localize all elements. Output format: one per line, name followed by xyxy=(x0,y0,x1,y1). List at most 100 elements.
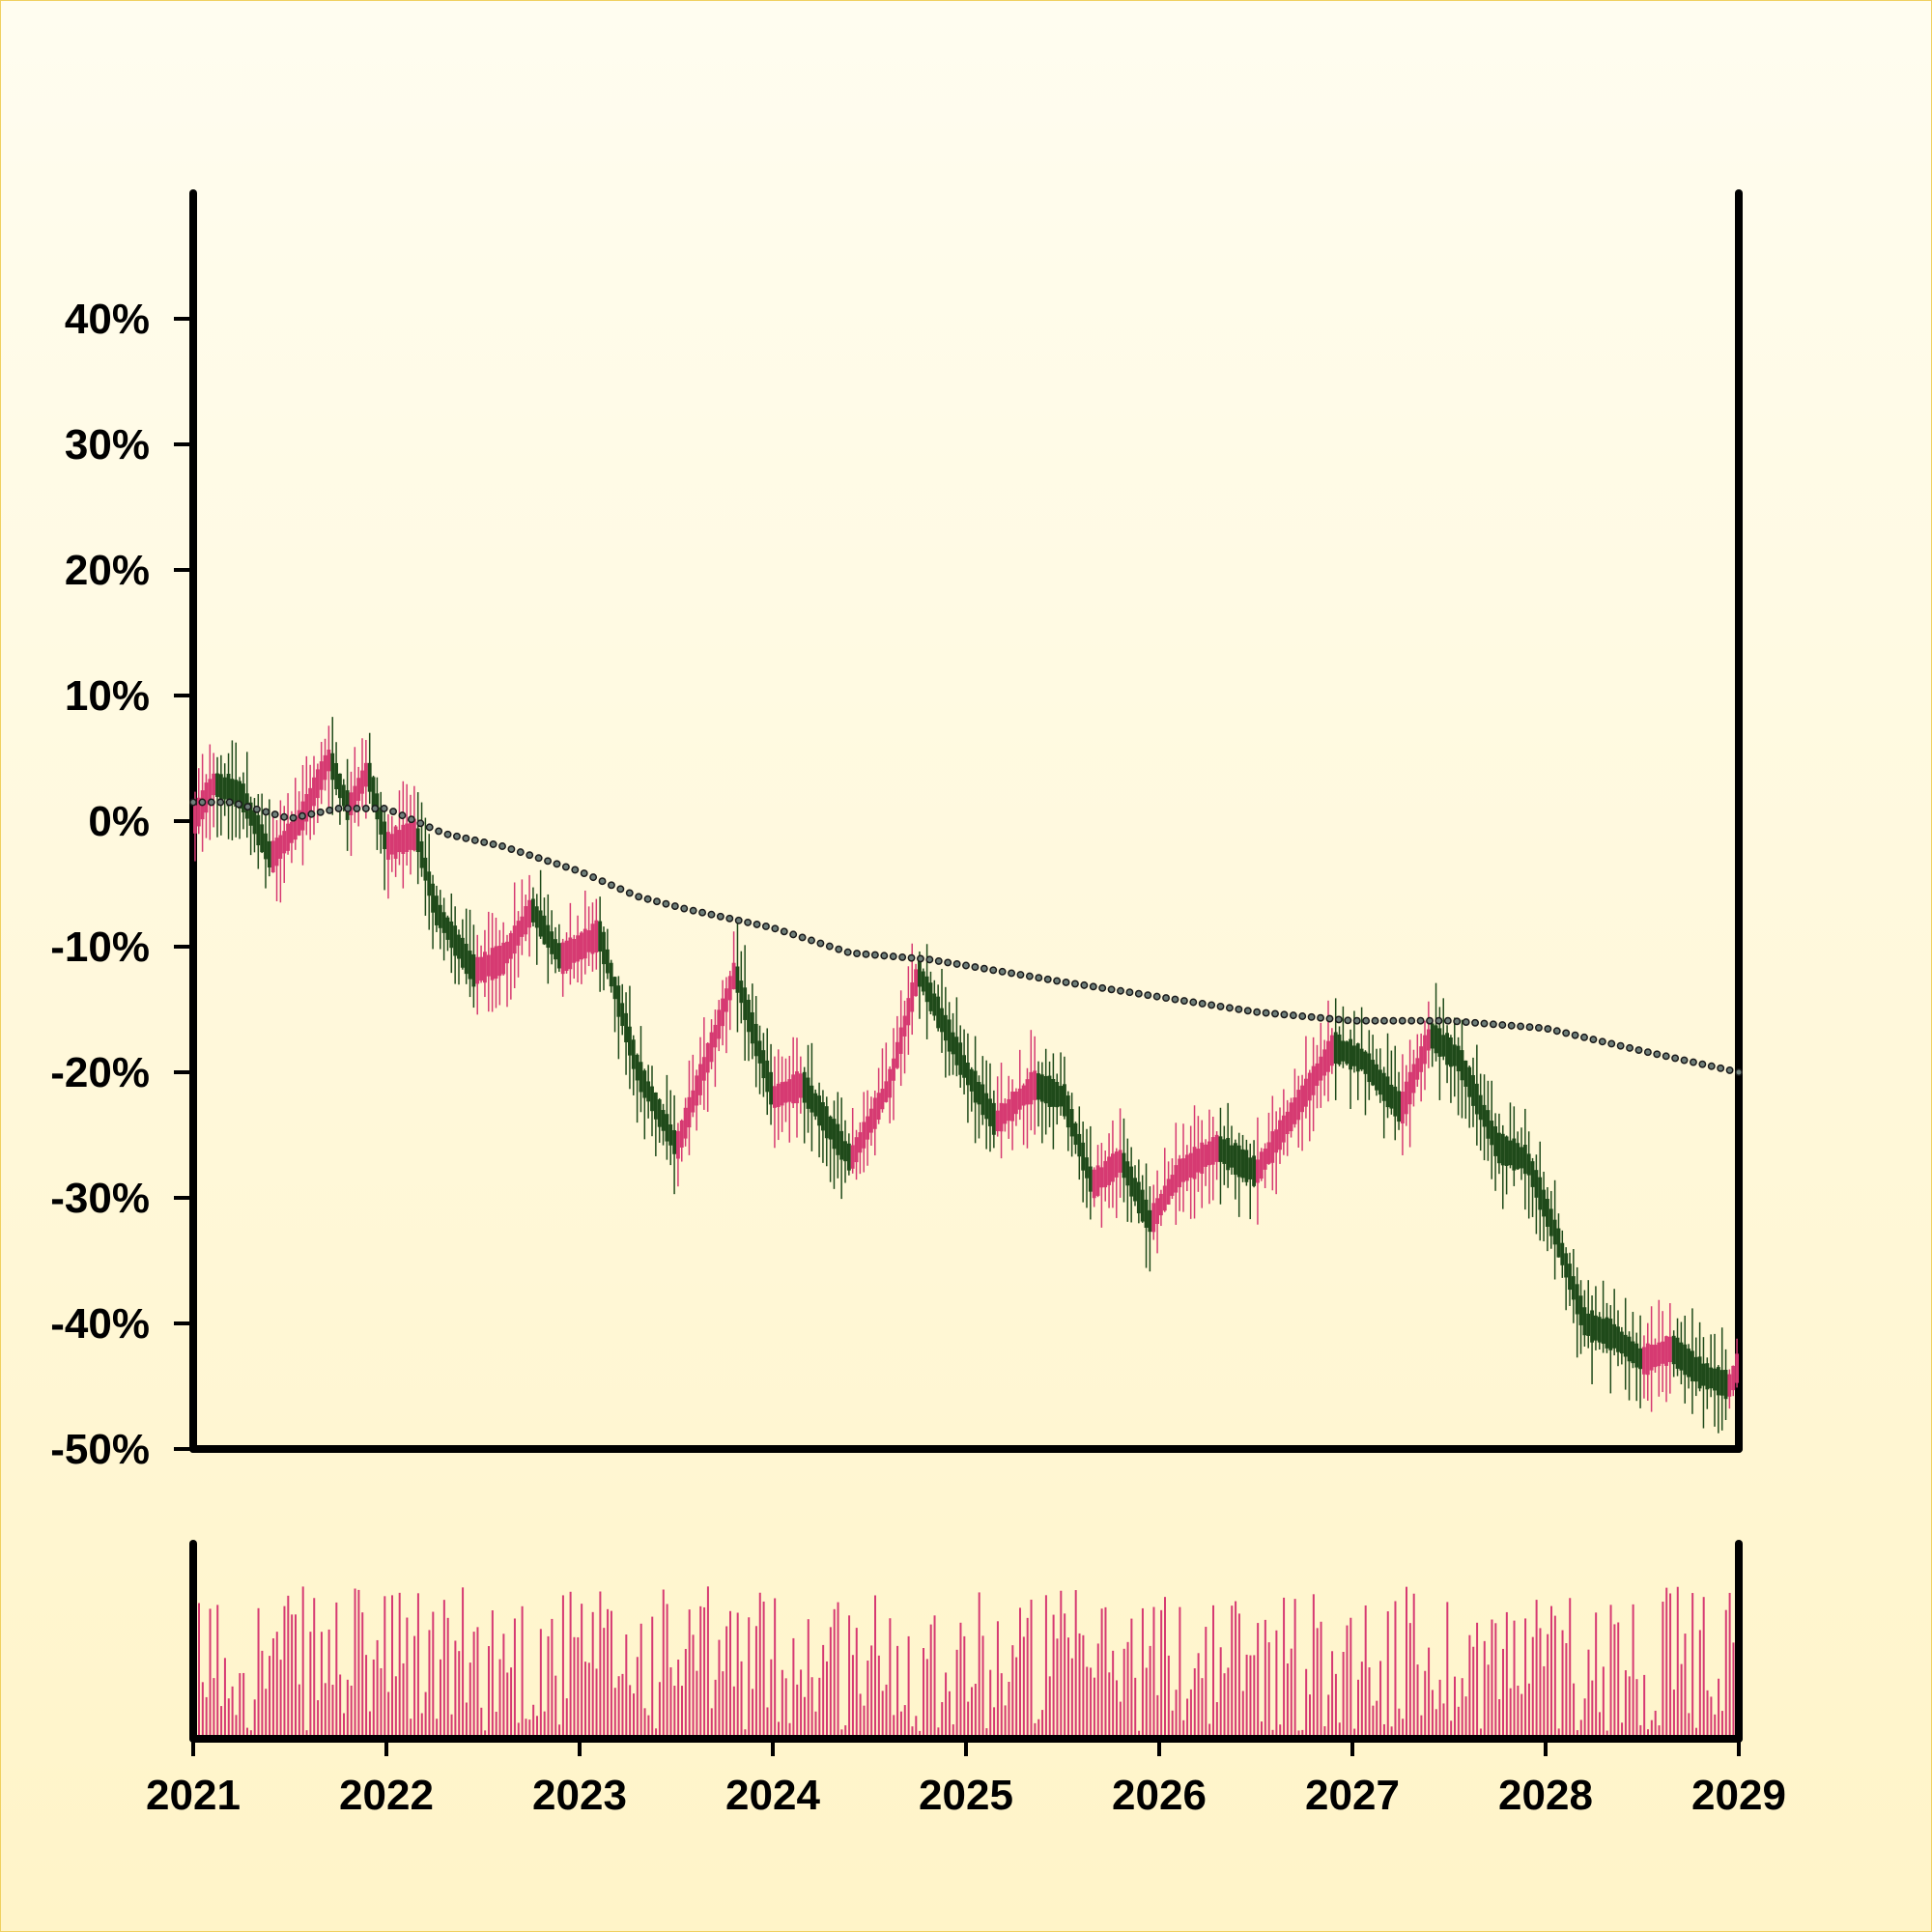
trend-point xyxy=(1189,998,1198,1007)
volume-bar xyxy=(840,1729,843,1739)
candle-body xyxy=(1055,1082,1060,1108)
volume-bar xyxy=(416,1593,419,1739)
candle-body xyxy=(1133,1178,1137,1202)
trend-point xyxy=(470,836,479,844)
candle-body xyxy=(1597,1317,1602,1343)
candle-body xyxy=(1605,1317,1609,1349)
candle-body xyxy=(1085,1157,1089,1179)
trend-point xyxy=(489,840,497,848)
trend-point xyxy=(808,936,815,945)
volume-bar xyxy=(432,1611,435,1739)
candle-body xyxy=(1664,1336,1668,1366)
volume-bar xyxy=(1553,1615,1556,1739)
trend-point xyxy=(1280,1010,1289,1019)
volume-bar xyxy=(1698,1630,1701,1739)
candle-body xyxy=(709,1032,714,1063)
trend-point xyxy=(662,899,670,908)
volume-bar xyxy=(1060,1590,1063,1739)
volume-bar xyxy=(923,1648,924,1739)
volume-bar xyxy=(1353,1728,1356,1739)
volume-bar xyxy=(1182,1719,1185,1739)
trend-point xyxy=(1317,1013,1325,1022)
volume-bar xyxy=(800,1669,803,1739)
volume-bar xyxy=(810,1677,813,1739)
candle-body xyxy=(1047,1075,1052,1107)
candle-body xyxy=(635,1054,639,1081)
volume-bar xyxy=(239,1673,242,1739)
trend-point xyxy=(280,812,289,821)
volume-bar xyxy=(1093,1677,1095,1739)
volume-bar xyxy=(1008,1681,1010,1739)
y-tick-label: -10% xyxy=(50,923,150,971)
trend-point xyxy=(1735,1068,1743,1076)
trend-point xyxy=(1089,982,1097,991)
y-tick-label: 10% xyxy=(65,672,150,720)
trend-point xyxy=(452,832,461,840)
trend-point xyxy=(1235,1005,1243,1013)
volume-bar xyxy=(1360,1662,1363,1739)
volume-bar xyxy=(1212,1605,1214,1739)
x-tick-label: 2027 xyxy=(1305,1772,1400,1819)
candle-body xyxy=(810,1085,814,1113)
candle-body xyxy=(1556,1228,1561,1258)
candle-body xyxy=(1508,1140,1513,1166)
candle-body xyxy=(260,824,265,853)
trend-point xyxy=(789,930,798,939)
volume-bar xyxy=(1684,1634,1687,1739)
volume-bar xyxy=(532,1704,535,1739)
candle-body xyxy=(821,1102,825,1131)
candle-body xyxy=(556,943,561,969)
volume-bar xyxy=(784,1678,787,1739)
volume-bar xyxy=(1290,1648,1293,1739)
volume-bar xyxy=(1108,1672,1111,1739)
candle-body xyxy=(1578,1295,1583,1325)
trend-point xyxy=(1407,1016,1416,1025)
volume-bar xyxy=(989,1669,992,1739)
volume-bar xyxy=(1658,1725,1661,1739)
trend-point xyxy=(616,885,625,894)
trend-point xyxy=(835,945,843,953)
candle-body xyxy=(1619,1331,1624,1354)
volume-bar xyxy=(1583,1698,1586,1739)
trend-point xyxy=(526,851,534,860)
candle-body xyxy=(876,1093,881,1121)
candle-body xyxy=(1051,1078,1056,1107)
volume-bar xyxy=(1026,1617,1029,1739)
volume-bar xyxy=(1264,1619,1266,1739)
candle-body xyxy=(1690,1350,1694,1381)
x-tick-label: 2021 xyxy=(146,1772,241,1819)
trend-point xyxy=(1352,1016,1361,1025)
volume-bar xyxy=(1257,1623,1260,1739)
volume-bar xyxy=(688,1609,691,1739)
volume-bar xyxy=(446,1617,449,1739)
candle-body xyxy=(582,928,587,959)
trend-point xyxy=(1062,979,1070,986)
volume-bar xyxy=(1253,1655,1256,1739)
candle-body xyxy=(1092,1169,1096,1199)
volume-bar xyxy=(1543,1665,1546,1739)
volume-bar xyxy=(1672,1690,1675,1739)
volume-bar xyxy=(929,1624,932,1739)
candle-body xyxy=(1144,1199,1149,1228)
candle-body xyxy=(1638,1348,1642,1370)
candle-body xyxy=(1516,1143,1520,1170)
volume-bar xyxy=(844,1725,847,1739)
volume-bar xyxy=(1152,1606,1155,1739)
trend-point xyxy=(825,942,834,951)
candle-body xyxy=(226,774,231,807)
candle-body xyxy=(616,985,621,1017)
volume-bar xyxy=(440,1659,441,1739)
candle-body xyxy=(731,962,736,990)
candle-body xyxy=(836,1123,840,1155)
volume-bar xyxy=(428,1630,431,1739)
candle-body xyxy=(747,999,751,1033)
candle-body xyxy=(512,925,517,954)
volume-bar xyxy=(1669,1593,1672,1739)
trend-point xyxy=(707,910,716,919)
volume-bar xyxy=(213,1678,215,1739)
candle-body xyxy=(1244,1150,1249,1182)
candle-body xyxy=(780,1082,784,1106)
volume-bar xyxy=(896,1645,899,1739)
volume-bar xyxy=(889,1618,892,1739)
candle-body xyxy=(1504,1136,1509,1166)
